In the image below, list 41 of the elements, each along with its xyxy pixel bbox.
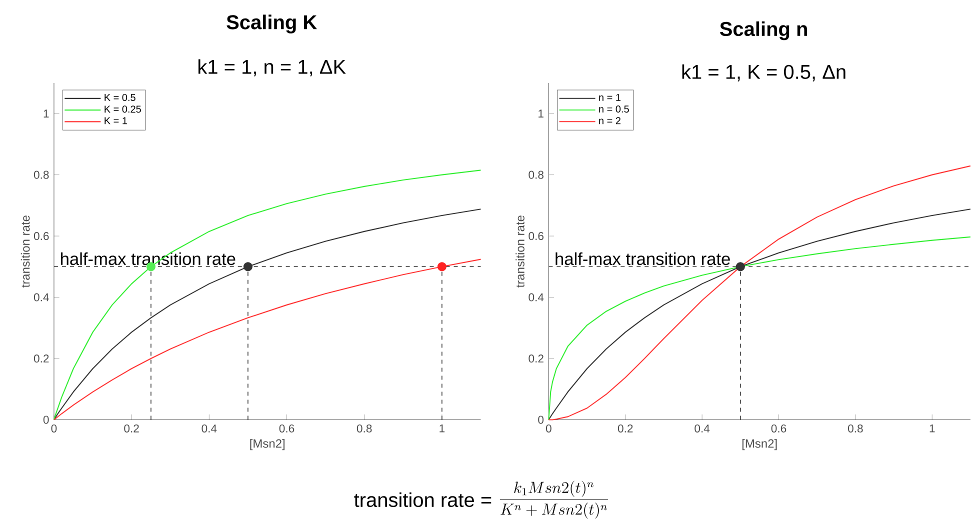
x-tick-label: 0 bbox=[51, 424, 57, 433]
y-tick-label: 0.2 bbox=[528, 354, 544, 363]
y-tick-label: 0.6 bbox=[34, 232, 49, 240]
y-tick-label: 0.6 bbox=[528, 232, 544, 240]
y-tick-label: 0.8 bbox=[34, 170, 49, 179]
text: $\frac{k_1 Msn2(t)^n}{K^n + Msn2(t)^n}$ bbox=[500, 480, 608, 519]
legend-label: n = 1 bbox=[599, 94, 621, 101]
y-axis-title: transition rate bbox=[20, 216, 30, 288]
chart-title: Scaling n bbox=[720, 22, 807, 40]
x-tick-label: 0.6 bbox=[771, 424, 786, 433]
y-tick-label: 1 bbox=[538, 110, 544, 118]
x-axis-title: [Msn2] bbox=[250, 439, 285, 450]
x-tick-label: 0.2 bbox=[618, 424, 633, 433]
legend-label: n = 2 bbox=[599, 117, 620, 124]
x-tick-label: 0.4 bbox=[202, 424, 217, 433]
y-tick-label: 0 bbox=[43, 416, 49, 424]
x-tick-label: 0.4 bbox=[694, 424, 710, 433]
ref-line-label: half-max transition rate bbox=[556, 252, 730, 266]
chart-subtitle: k1 = 1, K = 0.5, Δn bbox=[682, 64, 846, 82]
text: transition rate = bbox=[354, 492, 492, 508]
y-tick-label: 1 bbox=[44, 110, 49, 118]
x-tick-label: 1 bbox=[930, 424, 935, 432]
x-tick-label: 0.6 bbox=[279, 424, 294, 433]
legend-label: K = 1 bbox=[104, 117, 127, 124]
x-tick-label: 0 bbox=[546, 424, 552, 433]
chart-subtitle: k1 = 1, n = 1, ΔK bbox=[198, 59, 346, 76]
x-tick-label: 0.8 bbox=[356, 424, 372, 433]
y-tick-label: 0.4 bbox=[528, 293, 544, 302]
x-tick-label: 0.2 bbox=[124, 424, 139, 433]
y-tick-label: 0.2 bbox=[34, 354, 49, 363]
x-axis-title: [Msn2] bbox=[742, 439, 777, 450]
x-tick-label: 1 bbox=[440, 424, 445, 432]
y-tick-label: 0 bbox=[538, 416, 544, 424]
legend-label: K = 0.5 bbox=[104, 94, 136, 102]
legend-label: n = 0.5 bbox=[599, 106, 629, 113]
x-tick-label: 0.8 bbox=[848, 424, 863, 433]
chart-title: Scaling K bbox=[226, 14, 317, 34]
y-axis-title: transition rate bbox=[516, 216, 524, 288]
y-tick-label: 0.8 bbox=[528, 170, 544, 179]
legend-label: K = 0.25 bbox=[104, 106, 141, 113]
y-tick-label: 0.4 bbox=[34, 293, 49, 302]
